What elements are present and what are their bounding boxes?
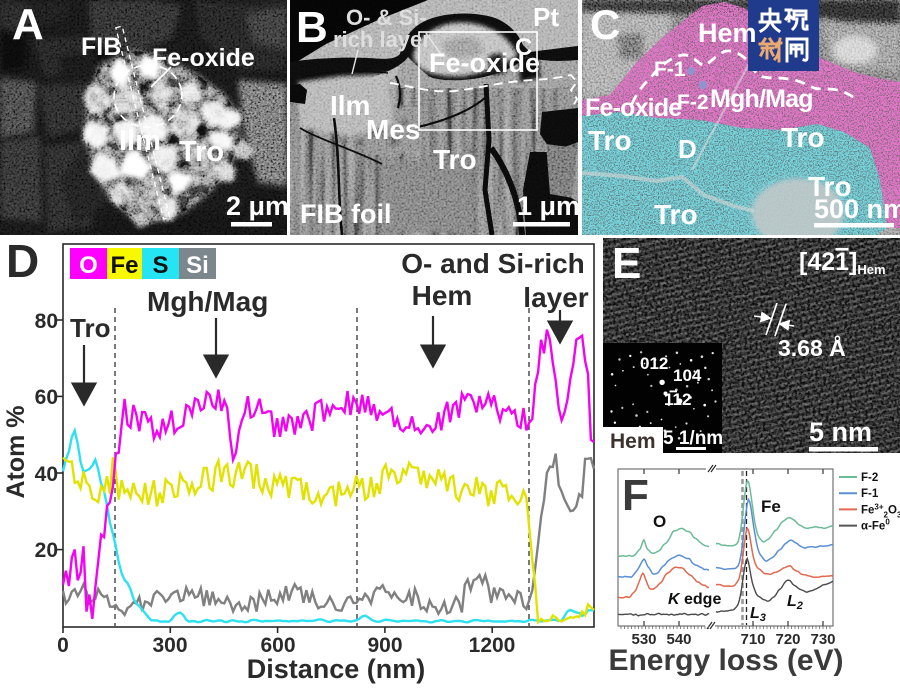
- svg-text:Distance (nm): Distance (nm): [247, 654, 426, 684]
- svg-text:104: 104: [673, 366, 702, 385]
- svg-text:Pt: Pt: [533, 2, 559, 32]
- svg-text:600: 600: [260, 634, 295, 657]
- svg-text:Fe: Fe: [110, 252, 138, 279]
- svg-text:1 μm: 1 μm: [517, 191, 580, 221]
- svg-text:5 1/nm: 5 1/nm: [663, 428, 723, 449]
- svg-text:F-1: F-1: [654, 58, 686, 81]
- svg-text:Tro: Tro: [781, 122, 825, 153]
- svg-text:2 μm: 2 μm: [226, 191, 289, 221]
- svg-text:0: 0: [57, 634, 69, 657]
- svg-text:80: 80: [35, 310, 58, 333]
- svg-text:730: 730: [810, 631, 835, 648]
- svg-text:Tro: Tro: [654, 199, 698, 230]
- svg-text:FIB: FIB: [81, 33, 121, 61]
- svg-text:F: F: [622, 471, 649, 520]
- svg-text:F-2: F-2: [861, 472, 878, 484]
- svg-text:900: 900: [367, 634, 402, 657]
- svg-text:Tro: Tro: [808, 171, 852, 202]
- svg-text:B: B: [296, 3, 328, 52]
- svg-text:Ilm: Ilm: [119, 125, 161, 157]
- svg-text:1200: 1200: [469, 634, 516, 657]
- svg-text:F-2: F-2: [677, 91, 709, 114]
- svg-text:Tro: Tro: [433, 144, 477, 175]
- svg-text:O- and Si-rich: O- and Si-rich: [401, 248, 585, 279]
- svg-text:Atom %: Atom %: [2, 405, 30, 498]
- svg-text:012: 012: [640, 354, 668, 373]
- svg-text:Fe: Fe: [761, 497, 781, 516]
- svg-text:E: E: [612, 239, 641, 288]
- svg-text:3.68 Å: 3.68 Å: [778, 334, 846, 361]
- svg-text:C: C: [515, 34, 532, 61]
- svg-text:530: 530: [631, 631, 656, 648]
- svg-text:540: 540: [666, 631, 691, 648]
- svg-text:O: O: [79, 252, 98, 279]
- svg-text:Mgh/Mag: Mgh/Mag: [147, 286, 268, 317]
- svg-text:F-1: F-1: [861, 488, 879, 500]
- svg-text:720: 720: [775, 631, 800, 648]
- svg-text:20: 20: [35, 539, 58, 562]
- svg-text:Fe-oxide: Fe-oxide: [429, 48, 540, 78]
- svg-text:Tro: Tro: [588, 125, 632, 156]
- svg-text:40: 40: [35, 463, 58, 486]
- svg-text:Hem: Hem: [412, 280, 473, 311]
- svg-text:500 nm: 500 nm: [814, 194, 900, 224]
- svg-text:Fe3+2O3: Fe3+2O3: [861, 502, 900, 519]
- svg-text:O- & Si-: O- & Si-: [346, 5, 427, 30]
- svg-text:[421]Hem: [421]Hem: [799, 248, 886, 277]
- svg-text:Hem: Hem: [698, 18, 757, 48]
- svg-text:O: O: [653, 512, 666, 531]
- svg-text:710: 710: [740, 631, 765, 648]
- svg-text:Hem: Hem: [610, 430, 656, 453]
- svg-text:S: S: [152, 252, 168, 279]
- svg-text:Tro: Tro: [179, 136, 224, 168]
- svg-text:Si: Si: [186, 252, 209, 279]
- svg-text:L3: L3: [750, 605, 766, 624]
- svg-text:60: 60: [35, 386, 58, 409]
- svg-text:rich layer: rich layer: [333, 27, 431, 52]
- svg-text:D: D: [6, 235, 39, 287]
- svg-text:112: 112: [664, 390, 691, 409]
- svg-text:L2: L2: [787, 593, 803, 612]
- svg-text:300: 300: [152, 634, 187, 657]
- svg-text:FIB foil: FIB foil: [300, 199, 391, 229]
- svg-text:D: D: [678, 134, 697, 164]
- svg-text:5 nm: 5 nm: [809, 417, 872, 447]
- svg-text:Energy loss (eV): Energy loss (eV): [608, 644, 843, 677]
- svg-text:A: A: [12, 0, 44, 49]
- svg-text:Tro: Tro: [70, 313, 110, 343]
- svg-text:α-Fe0: α-Fe0: [861, 518, 890, 533]
- svg-text:Fe-oxide: Fe-oxide: [585, 94, 682, 122]
- svg-text:K edge: K edge: [668, 591, 721, 608]
- svg-text:Mes: Mes: [366, 114, 420, 145]
- svg-text:Fe-oxide: Fe-oxide: [152, 44, 255, 72]
- svg-text:Ilm: Ilm: [330, 90, 370, 121]
- svg-text:C: C: [590, 1, 620, 48]
- svg-text:layer: layer: [523, 282, 588, 313]
- svg-text:Mgh/Mag: Mgh/Mag: [710, 85, 813, 113]
